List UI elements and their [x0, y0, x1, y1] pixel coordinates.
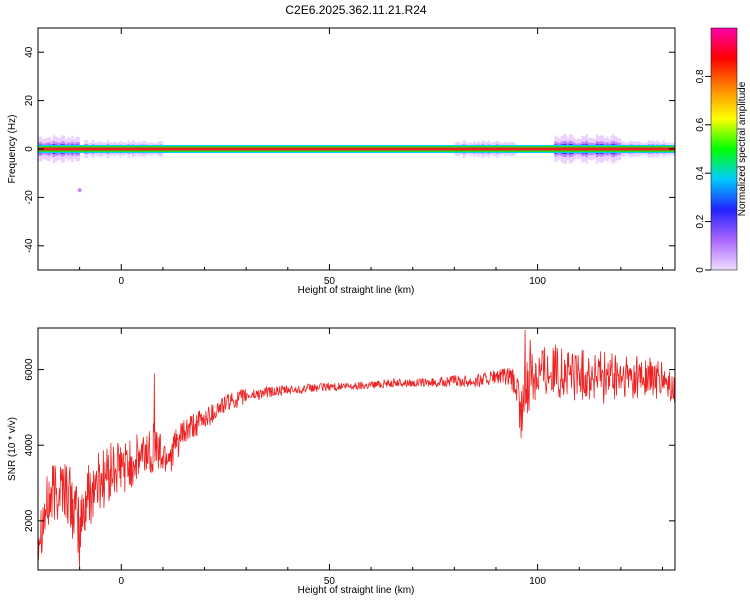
colorbar-tick-label: 0.6 [695, 117, 706, 131]
spectrogram-y-axis: -40 -20 0 20 40 [24, 46, 675, 253]
colorbar-tick-label: 0.2 [695, 214, 706, 228]
spectrogram-y-tick-label: -40 [24, 238, 35, 253]
snr-series-line [38, 329, 675, 569]
spectrogram-x-axis: 0 50 100 [37, 28, 664, 287]
snr-marks [38, 329, 675, 569]
spectrogram-ridge-core [38, 147, 675, 151]
snr-y-tick-label: 2000 [24, 509, 35, 532]
spectrogram-x-tick-label: 0 [118, 276, 124, 287]
colorbar-tick-label: 0 [695, 267, 706, 273]
spectrogram-y-tick-label: 40 [24, 46, 35, 58]
chart-title: C2E6.2025.362.11.21.R24 [285, 3, 427, 17]
spectrogram-marks [38, 134, 675, 193]
spectrogram-x-tick-label: 100 [529, 276, 546, 287]
spectrogram-y-label: Frequency (Hz) [7, 115, 18, 184]
snr-y-axis: 2000 4000 6000 [24, 358, 675, 532]
snr-y-tick-label: 6000 [24, 358, 35, 381]
spectrogram-y-tick-label: 20 [24, 95, 35, 107]
colorbar-label: Normalized spectral amplitude [737, 81, 748, 216]
colorbar-scale [710, 27, 738, 271]
colorbar-ticks: 0 0.2 0.4 0.6 0.8 [695, 69, 711, 273]
colorbar: 0 0.2 0.4 0.6 0.8 Normalized spectral amplit… [695, 27, 748, 273]
spectrogram-outlier [77, 188, 82, 193]
snr-x-label: Height of straight line (km) [298, 585, 415, 596]
snr-x-axis: 0 50 100 [37, 328, 664, 587]
snr-x-tick-label: 50 [324, 576, 336, 587]
snr-y-label: SNR (10 * v/v) [7, 417, 18, 481]
snr-x-tick-label: 100 [529, 576, 546, 587]
colorbar-tick-label: 0.8 [695, 69, 706, 83]
spectrogram-y-tick-label: 0 [24, 146, 35, 152]
colorbar-tick-label: 0.4 [695, 166, 706, 180]
spectrogram-x-tick-label: 50 [324, 276, 336, 287]
spectrogram-x-label: Height of straight line (km) [298, 285, 415, 296]
snr-frame [37, 327, 676, 571]
snr-x-tick-label: 0 [118, 576, 124, 587]
spectrogram-y-tick-label: -20 [24, 190, 35, 205]
snr-panel: 0 50 100 2000 4000 6000 Height of straight l… [7, 327, 676, 596]
spectrogram-panel: 0 50 100 -40 -20 0 20 40 Height of straight li… [7, 27, 676, 296]
snr-y-tick-label: 4000 [24, 434, 35, 457]
